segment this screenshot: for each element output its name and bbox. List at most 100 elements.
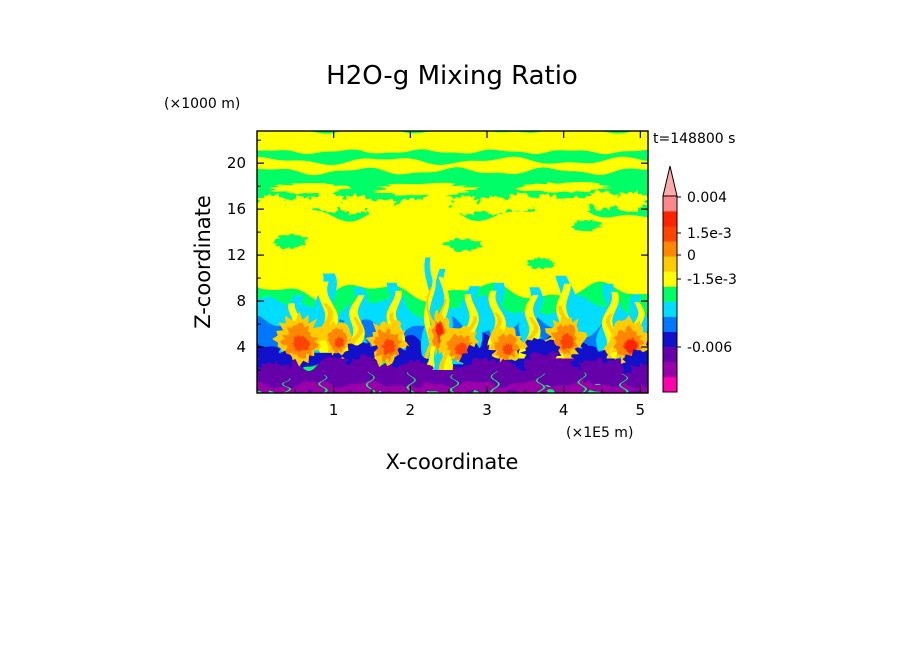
contour-cell	[464, 357, 505, 384]
contour-cell	[442, 237, 483, 253]
contour-cell	[380, 385, 389, 393]
contour-plume	[536, 373, 546, 393]
contour-cell	[614, 190, 648, 213]
contour-cell	[557, 195, 593, 217]
contour-cell	[440, 386, 448, 393]
colorbar-band	[663, 271, 677, 287]
contour-cell	[480, 387, 488, 393]
contour-plume	[449, 374, 460, 393]
contour-cell	[523, 350, 564, 378]
contour-cell	[599, 386, 608, 393]
contour-plume	[602, 313, 618, 359]
y-unit-label: (×1000 m)	[164, 96, 240, 112]
contour-plume	[318, 374, 328, 393]
contour-cell	[531, 193, 566, 216]
contour-cell	[559, 332, 574, 350]
contour-cell	[420, 385, 428, 393]
contour-band	[257, 379, 648, 393]
x-tick-label: 4	[559, 401, 569, 419]
contour-plume	[341, 295, 365, 359]
colorbar-band	[663, 211, 677, 227]
contour-plume	[365, 372, 376, 393]
y-tick-label: 8	[236, 292, 246, 310]
contour-cell	[381, 339, 397, 356]
contour-cell	[501, 342, 514, 356]
contour-cell	[282, 194, 318, 218]
contour-cell	[624, 339, 638, 353]
colorbar-band	[663, 346, 677, 363]
colorbar-labels: 0.004 1.5e-3 0 -1.5e-3 -0.006	[677, 190, 737, 356]
y-tick-label: 20	[227, 154, 246, 172]
y-axis: 4 8 12 16 20	[227, 139, 648, 371]
contour-cell	[372, 182, 481, 196]
contour-cell	[526, 256, 557, 270]
contour-cell	[360, 384, 369, 393]
contour-cell	[619, 387, 628, 393]
contour-cell	[300, 386, 309, 393]
contour-cell	[291, 334, 311, 353]
contour-cell	[268, 183, 352, 195]
contour-cell	[584, 189, 621, 211]
contour-cell	[260, 387, 269, 393]
contour-cell	[342, 353, 386, 382]
colorbar-band	[663, 316, 677, 332]
contour-plume	[490, 371, 500, 393]
contour-cell	[435, 321, 444, 336]
contour-cell	[420, 192, 454, 215]
colorbar-label: 0.004	[687, 190, 727, 206]
contour-cell	[337, 192, 374, 216]
colorbar	[662, 165, 678, 393]
contour-plume	[406, 372, 416, 393]
y-tick-label: 12	[227, 246, 246, 264]
contour-plume	[281, 378, 292, 393]
contour-cell	[572, 357, 616, 385]
x-axis-title: X-coordinate	[386, 450, 519, 474]
contour-cell	[257, 360, 298, 389]
contour-cell	[539, 387, 548, 393]
plot-frame	[256, 130, 649, 394]
colorbar-band	[663, 286, 677, 302]
contour-band	[257, 201, 648, 304]
contour-cell	[624, 363, 648, 390]
contour-field	[257, 131, 648, 393]
colorbar-band	[663, 331, 677, 348]
colorbar-band	[663, 241, 677, 257]
x-tick-label: 2	[406, 401, 416, 419]
colorbar-frame	[662, 195, 678, 393]
colorbar-label: -1.5e-3	[687, 272, 737, 288]
colorbar-band	[663, 256, 677, 272]
contour-cell	[459, 385, 468, 393]
contour-cell	[333, 336, 345, 348]
contour-cell	[308, 191, 346, 214]
x-axis: 1 2 3 4 5	[294, 131, 645, 419]
contour-cell	[395, 197, 430, 220]
contour-cell	[475, 195, 512, 216]
contour-cell	[340, 385, 349, 393]
contour-cell	[571, 219, 604, 232]
contour-plume	[577, 372, 588, 393]
contour-cell	[447, 195, 484, 216]
contour-cell	[365, 198, 401, 221]
contour-cell	[639, 385, 648, 393]
x-tick-label: 3	[482, 401, 492, 419]
contour-band	[257, 131, 648, 155]
x-tick-label: 1	[329, 401, 339, 419]
y-tick-label: 16	[227, 200, 246, 218]
contour-cell	[257, 193, 290, 216]
contour-cell	[502, 192, 539, 214]
colorbar-label: 1.5e-3	[687, 226, 732, 242]
contour-cell	[515, 181, 613, 193]
colorbar-label: 0	[687, 248, 696, 264]
y-axis-title: Z-coordinate	[191, 195, 215, 329]
x-unit-label: (×1E5 m)	[566, 425, 633, 441]
contour-cell	[499, 386, 508, 393]
contour-cell	[394, 359, 435, 388]
y-tick-label: 4	[236, 338, 246, 356]
contour-cell	[400, 387, 409, 393]
contour-plume	[619, 373, 629, 393]
colorbar-band	[663, 376, 677, 393]
contour-cell	[272, 233, 309, 250]
colorbar-label: -0.006	[687, 340, 732, 356]
contour-plume	[423, 287, 436, 370]
